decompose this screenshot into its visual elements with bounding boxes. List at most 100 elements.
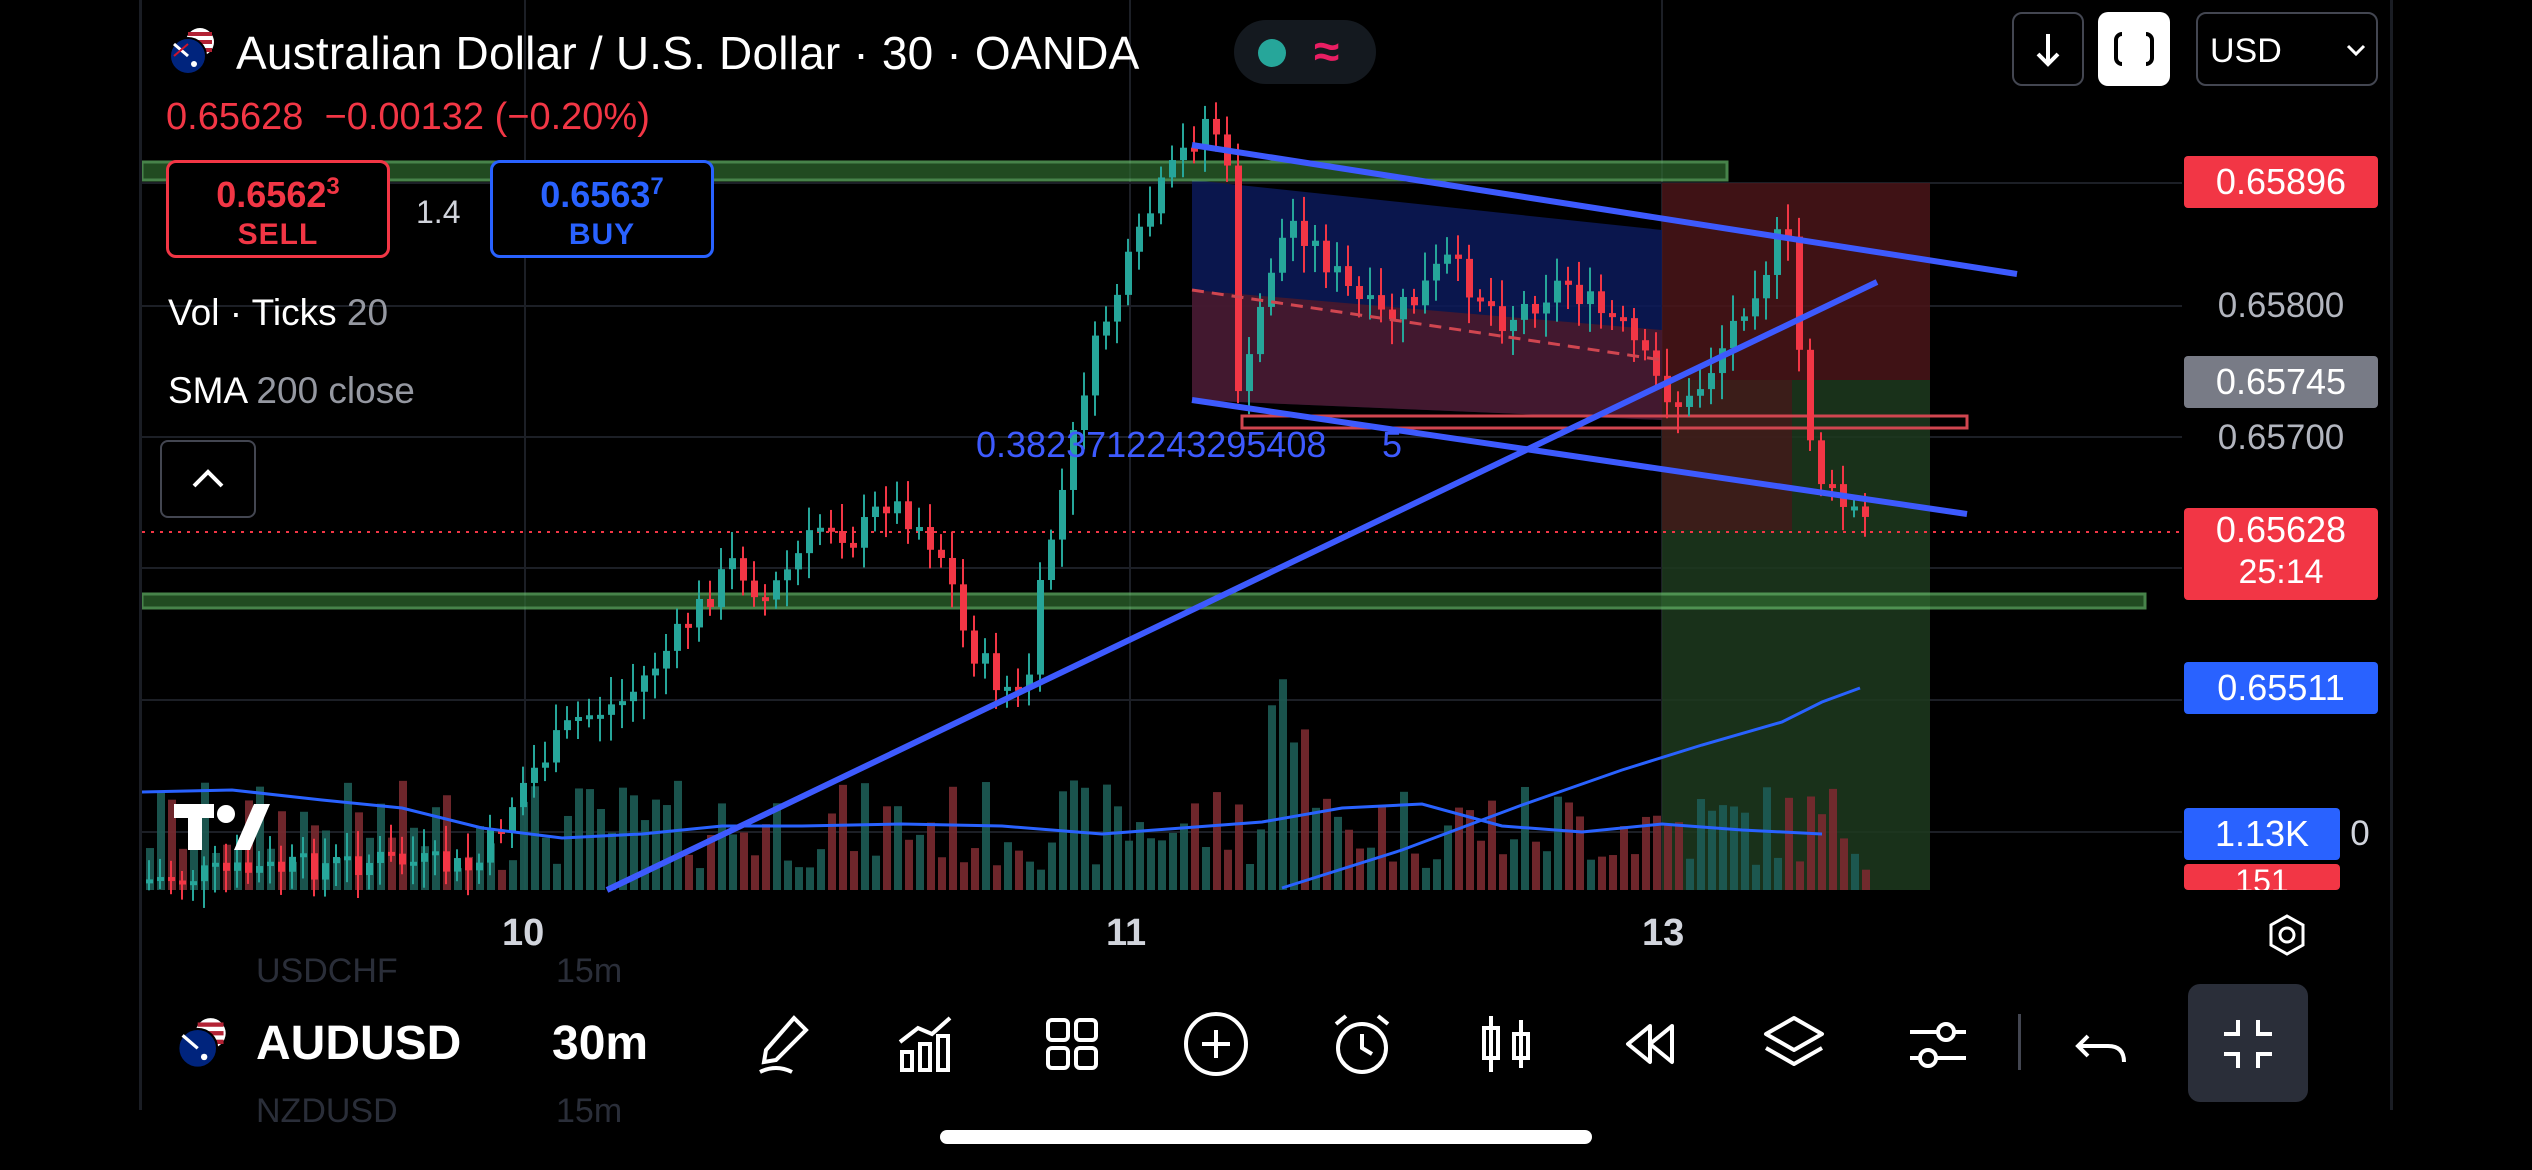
volume-bar	[1774, 857, 1782, 890]
bar-style-icon[interactable]	[1468, 1006, 1544, 1082]
candle-body	[795, 553, 802, 570]
candle-body	[1400, 297, 1407, 320]
volume-bar	[1169, 832, 1177, 890]
candle-body	[1763, 274, 1770, 299]
volume-indicator-legend[interactable]: Vol · Ticks 20	[168, 292, 388, 334]
candle-body	[1213, 118, 1220, 135]
volume-bar	[1400, 791, 1408, 890]
sma-indicator-name: SMA	[168, 370, 247, 411]
symbol-selector[interactable]: AUDUSD	[256, 1017, 462, 1070]
flag-icon	[177, 1018, 226, 1069]
volume-bar	[1818, 814, 1826, 890]
interval-selector[interactable]: 30m	[552, 1017, 649, 1070]
support-zone[interactable]	[142, 592, 2147, 610]
volume-bar	[1565, 802, 1573, 890]
layers-icon[interactable]	[1756, 1006, 1832, 1082]
candle-body	[1334, 266, 1341, 273]
candle-body	[1631, 318, 1638, 341]
volume-bar	[1125, 840, 1133, 890]
volume-bar	[1543, 851, 1551, 890]
volume-bar	[1455, 807, 1463, 890]
candle-body	[1004, 686, 1011, 691]
candle-body	[641, 675, 648, 692]
replay-icon[interactable]	[1612, 1006, 1688, 1082]
indicators-icon[interactable]	[888, 1006, 964, 1082]
volume-bar	[1411, 853, 1419, 890]
price-chart[interactable]: 0.3823712243295408 5	[142, 0, 2390, 975]
price-axis-label: 0.65800	[2217, 286, 2345, 325]
candle-body	[388, 851, 395, 856]
volume-bar	[1301, 729, 1309, 890]
candle-body	[1103, 321, 1110, 336]
entry-zone-line[interactable]	[1240, 414, 1969, 430]
volume-bar	[1697, 799, 1705, 890]
volume-bar	[630, 795, 638, 890]
candle-body	[630, 691, 637, 702]
candle-body	[1796, 236, 1803, 350]
candle-body	[212, 862, 219, 867]
tradingview-logo-icon	[174, 804, 270, 850]
sma-indicator-legend[interactable]: SMA 200 close	[168, 370, 415, 412]
settings-icon[interactable]	[2264, 912, 2310, 958]
wave-icon: ≈	[1314, 25, 1340, 77]
volume-bar	[586, 789, 594, 890]
toolbar-divider	[2018, 1014, 2021, 1070]
trendline-rising[interactable]	[605, 279, 1879, 893]
templates-icon[interactable]	[1034, 1006, 1110, 1082]
fib-annotation[interactable]: 0.3823712243295408	[976, 424, 1326, 465]
candle-body	[1576, 284, 1583, 305]
candle-body	[1532, 303, 1539, 314]
candle-body	[344, 856, 351, 861]
candle-body	[938, 549, 945, 558]
brush-icon[interactable]	[746, 1006, 822, 1082]
exit-fullscreen-button[interactable]	[2188, 984, 2308, 1102]
volume-bar	[795, 867, 803, 890]
candle-body	[1114, 294, 1121, 322]
collapse-legend-button[interactable]	[160, 440, 256, 518]
candle-body	[993, 653, 1000, 691]
candle-body	[355, 856, 362, 876]
volume-bar	[520, 801, 528, 890]
candle-body	[333, 857, 340, 864]
candle-body	[542, 762, 549, 768]
volume-bar	[784, 860, 792, 890]
candle-body	[1466, 258, 1473, 298]
undo-icon[interactable]	[2064, 1006, 2140, 1082]
position-entry-zone[interactable]	[1662, 380, 1792, 530]
trendline-channel-bottom[interactable]	[1191, 397, 1968, 517]
candle-body	[1378, 295, 1385, 310]
candle-body	[685, 623, 692, 628]
candle-body	[1543, 302, 1550, 314]
candle-body	[872, 506, 879, 518]
current-price-tag: 0.65628 25:14	[2184, 508, 2378, 600]
alert-icon[interactable]	[1324, 1006, 1400, 1082]
currency-selector[interactable]: USD	[2196, 12, 2378, 86]
candle-body	[608, 704, 615, 715]
candle-body	[1081, 395, 1088, 431]
trendline-channel-top[interactable]	[1191, 142, 2018, 277]
volume-bar	[1829, 788, 1837, 890]
download-button[interactable]	[2012, 12, 2084, 86]
fullscreen-button[interactable]	[2098, 12, 2170, 86]
buy-button[interactable]: 0.65637 BUY	[490, 160, 714, 258]
candle-body	[1092, 335, 1099, 396]
market-status-pill[interactable]: ≈	[1234, 20, 1376, 84]
volume-bar	[663, 805, 671, 890]
volume-bar	[685, 854, 693, 890]
volume-tag: 1.13K	[2184, 808, 2340, 860]
candle-body	[201, 865, 208, 882]
sell-button[interactable]: 0.65623 SELL	[166, 160, 390, 258]
chart-title[interactable]: Australian Dollar / U.S. Dollar · 30 · O…	[236, 27, 1140, 79]
volume-bar	[1785, 797, 1793, 890]
volume-bar	[1554, 796, 1562, 890]
sliders-icon[interactable]	[1900, 1006, 1976, 1082]
volume-bar	[1752, 864, 1760, 890]
candle-body	[1664, 375, 1671, 403]
volume-bar	[1180, 823, 1188, 890]
candle-body	[1686, 395, 1693, 407]
chart-area[interactable]: 0.3823712243295408 5	[142, 0, 2390, 975]
candle-body	[1598, 291, 1605, 314]
add-icon[interactable]	[1178, 1006, 1254, 1082]
volume-bar	[1686, 858, 1694, 890]
volume-bar	[1356, 848, 1364, 890]
